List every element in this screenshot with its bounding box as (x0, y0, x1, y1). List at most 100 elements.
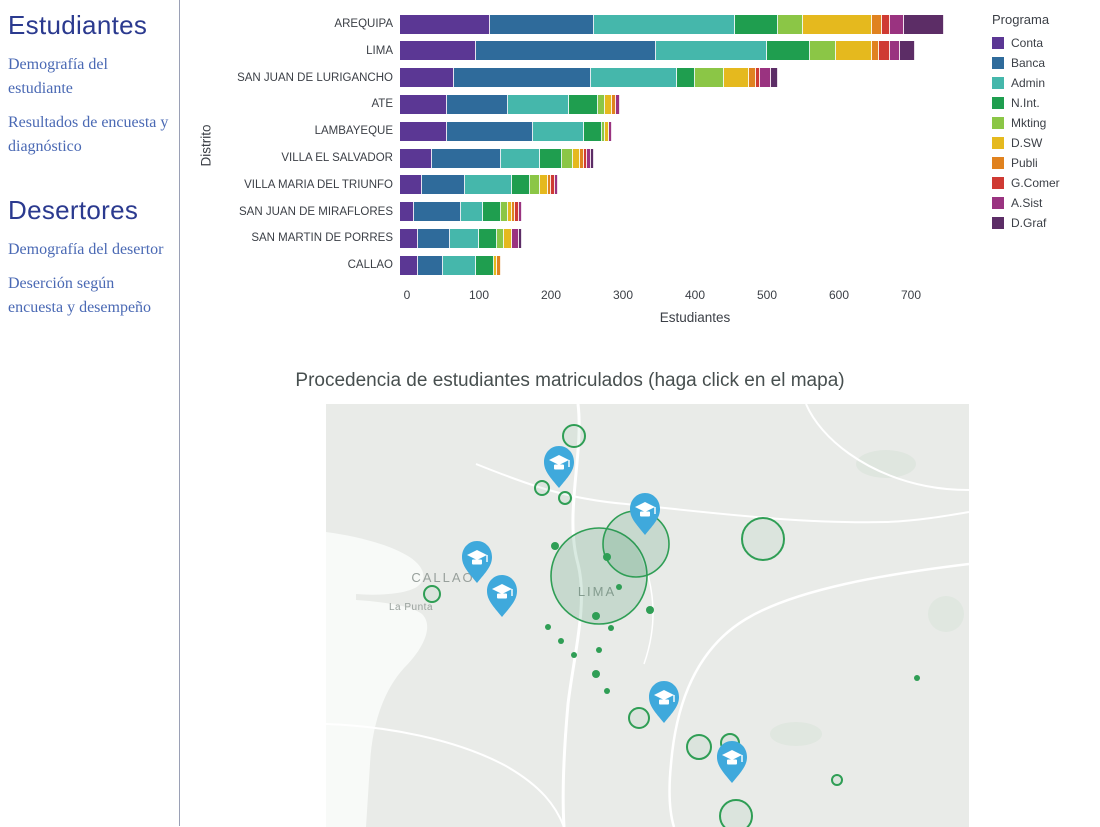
bar-segment-banca[interactable] (446, 94, 508, 114)
legend-item[interactable]: D.Graf (992, 216, 1060, 230)
map-marker-circle[interactable] (596, 647, 602, 653)
bar-segment-dsw[interactable] (605, 121, 609, 141)
bar-segment-banca[interactable] (432, 148, 501, 168)
bar-segment-admin[interactable] (464, 175, 512, 195)
bar-segment-conta[interactable] (400, 228, 418, 248)
bar-segment-conta[interactable] (400, 175, 422, 195)
bar-segment-admin[interactable] (500, 148, 541, 168)
bar-segment-dsw[interactable] (504, 228, 512, 248)
map-marker-circle[interactable] (603, 553, 611, 561)
bar-segment-publi[interactable] (612, 94, 616, 114)
bar-segment-banca[interactable] (475, 41, 656, 61)
bar-segment-mkting[interactable] (529, 175, 541, 195)
bar-segment-dsw[interactable] (572, 148, 580, 168)
bar-segment-conta[interactable] (400, 14, 490, 34)
bar-segment-mkting[interactable] (601, 121, 606, 141)
legend-item[interactable]: G.Comer (992, 176, 1060, 190)
map-marker-circle[interactable] (571, 652, 577, 658)
bar-segment-banca[interactable] (421, 175, 465, 195)
bar-segment-asist[interactable] (511, 228, 519, 248)
bar-segment-banca[interactable] (418, 228, 451, 248)
bar-segment-mkting[interactable] (497, 228, 505, 248)
map-marker-circle[interactable] (741, 517, 785, 561)
bar-segment-gcomer[interactable] (515, 202, 519, 222)
bar-segment-asist[interactable] (615, 94, 620, 114)
map-marker-circle[interactable] (562, 424, 586, 448)
bar-segment-admin[interactable] (507, 94, 570, 114)
bar-segment-conta[interactable] (400, 121, 447, 141)
map-marker-circle[interactable] (719, 799, 753, 827)
bar-segment-gcomer[interactable] (551, 175, 555, 195)
bar-segment-publi[interactable] (871, 41, 879, 61)
bar-segment-gcomer[interactable] (756, 68, 760, 88)
bar-segment-conta[interactable] (400, 41, 476, 61)
map[interactable]: CALLAO LIMA La Punta (326, 404, 969, 827)
map-marker-circle[interactable] (608, 625, 614, 631)
bar-segment-asist[interactable] (518, 202, 523, 222)
sidebar-item-demografia-desertor[interactable]: Demografía del desertor (8, 241, 164, 258)
bar-segment-dgraf[interactable] (900, 41, 915, 61)
bar-segment-admin[interactable] (443, 255, 476, 275)
bar-segment-mkting[interactable] (810, 41, 836, 61)
map-marker-circle[interactable] (558, 491, 572, 505)
legend-item[interactable]: Admin (992, 76, 1060, 90)
bar-segment-nint[interactable] (569, 94, 598, 114)
legend-item[interactable]: D.SW (992, 136, 1060, 150)
bar-segment-dgraf[interactable] (770, 68, 778, 88)
bar-segment-dsw[interactable] (803, 14, 872, 34)
bar-segment-banca[interactable] (446, 121, 534, 141)
legend-item[interactable]: A.Sist (992, 196, 1060, 210)
bar-segment-asist[interactable] (889, 14, 904, 34)
bar-segment-conta[interactable] (400, 148, 433, 168)
bar-segment-conta[interactable] (400, 202, 415, 222)
map-campus-pin[interactable] (649, 681, 679, 723)
bar-segment-banca[interactable] (414, 202, 462, 222)
legend-item[interactable]: Banca (992, 56, 1060, 70)
bar-segment-nint[interactable] (479, 228, 498, 248)
map-marker-circle[interactable] (423, 585, 441, 603)
bar-segment-admin[interactable] (450, 228, 480, 248)
bar-segment-gcomer[interactable] (583, 148, 588, 168)
legend-item[interactable]: Conta (992, 36, 1060, 50)
map-marker-circle[interactable] (686, 734, 712, 760)
bar-segment-publi[interactable] (579, 148, 584, 168)
bar-segment-publi[interactable] (749, 68, 757, 88)
map-marker-circle[interactable] (914, 675, 920, 681)
legend-item[interactable]: N.Int. (992, 96, 1060, 110)
bar-segment-asist[interactable] (889, 41, 901, 61)
bar-segment-dsw[interactable] (540, 175, 548, 195)
map-marker-circle[interactable] (616, 584, 622, 590)
map-marker-circle[interactable] (534, 480, 550, 496)
bar-segment-nint[interactable] (677, 68, 696, 88)
map-marker-circle[interactable] (592, 670, 600, 678)
bar-segment-dgraf[interactable] (590, 148, 595, 168)
bar-segment-admin[interactable] (590, 68, 678, 88)
bar-segment-publi[interactable] (871, 14, 883, 34)
bar-segment-conta[interactable] (400, 255, 418, 275)
bar-segment-nint[interactable] (540, 148, 562, 168)
map-marker-circle[interactable] (831, 774, 843, 786)
bar-segment-dsw[interactable] (835, 41, 872, 61)
bar-segment-nint[interactable] (734, 14, 778, 34)
map-marker-circle[interactable] (545, 624, 551, 630)
bar-segment-publi[interactable] (497, 255, 501, 275)
bar-segment-asist[interactable] (587, 148, 591, 168)
map-marker-circle[interactable] (550, 527, 648, 625)
map-marker-circle[interactable] (558, 638, 564, 644)
bar-segment-nint[interactable] (475, 255, 494, 275)
bar-segment-asist[interactable] (554, 175, 559, 195)
sidebar-item-desercion-encuesta[interactable]: Deserción según encuesta y desempeño (8, 275, 152, 316)
bar-segment-banca[interactable] (490, 14, 595, 34)
bar-segment-gcomer[interactable] (882, 14, 890, 34)
bar-segment-dsw[interactable] (493, 255, 498, 275)
bar-segment-nint[interactable] (767, 41, 811, 61)
bar-segment-conta[interactable] (400, 94, 447, 114)
map-canvas[interactable]: CALLAO LIMA La Punta (326, 404, 969, 827)
bar-segment-gcomer[interactable] (878, 41, 890, 61)
bar-segment-dgraf[interactable] (903, 14, 944, 34)
bar-segment-nint[interactable] (583, 121, 602, 141)
bar-segment-admin[interactable] (461, 202, 483, 222)
map-campus-pin[interactable] (487, 575, 517, 617)
bar-segment-mkting[interactable] (500, 202, 508, 222)
map-marker-circle[interactable] (646, 606, 654, 614)
